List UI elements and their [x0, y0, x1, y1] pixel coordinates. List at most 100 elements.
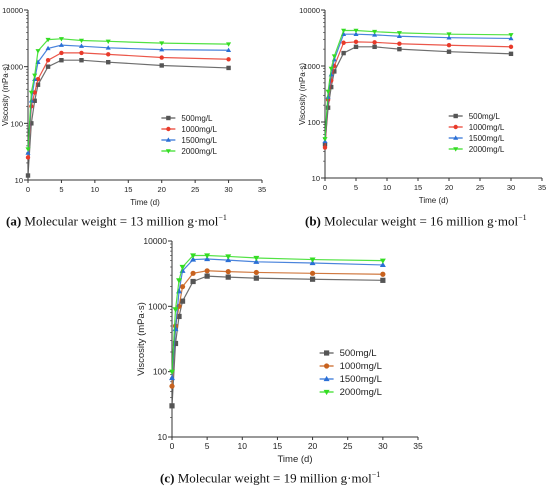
x-tick-label: 5: [205, 441, 210, 451]
x-tick-label: 20: [445, 183, 453, 192]
x-tick-label: 0: [170, 441, 175, 451]
data-point: [396, 31, 402, 36]
caption-c-sup: −1: [371, 470, 381, 479]
data-point: [204, 268, 210, 274]
series-line: [27, 38, 229, 150]
data-point: [45, 37, 51, 43]
data-point: [35, 49, 41, 54]
data-point: [508, 51, 514, 57]
data-point: [325, 89, 331, 95]
data-point: [446, 32, 452, 37]
data-point: [190, 256, 197, 262]
data-point: [226, 47, 232, 52]
data-point: [45, 45, 51, 51]
y-tick-label: 10: [312, 174, 320, 183]
data-point: [159, 46, 165, 52]
legend-marker: [453, 113, 458, 119]
data-point: [372, 29, 378, 35]
y-tick-label: 1000: [6, 63, 23, 72]
data-point: [253, 275, 259, 281]
data-point: [396, 33, 402, 38]
data-point: [225, 269, 231, 275]
legend-marker: [165, 137, 171, 142]
data-point: [379, 258, 386, 264]
series-line: [324, 33, 512, 142]
data-point: [79, 50, 84, 56]
data-point: [58, 37, 64, 42]
x-tick-label: 30: [378, 441, 388, 451]
data-point: [446, 43, 452, 48]
legend-label: 1000mg/L: [181, 125, 217, 134]
data-point: [225, 256, 232, 263]
legend-label: 1000mg/L: [340, 361, 382, 372]
data-point: [353, 31, 359, 36]
data-point: [226, 57, 231, 62]
x-axis-label: Time (d): [277, 454, 312, 465]
x-tick-label: 10: [383, 183, 391, 192]
caption-a-letter: (a): [6, 213, 22, 229]
data-point: [372, 32, 378, 37]
data-point: [106, 59, 111, 65]
legend-marker: [166, 115, 171, 121]
legend-label: 1500mg/L: [340, 374, 382, 385]
data-point: [32, 98, 37, 103]
data-point: [176, 288, 183, 294]
x-tick-label: 15: [124, 185, 132, 194]
data-point: [190, 270, 196, 276]
data-point: [309, 257, 316, 263]
caption-c: (c) Molecular weight = 19 million g·mol−…: [160, 470, 380, 486]
legend-marker: [453, 147, 459, 152]
data-point: [225, 274, 231, 280]
x-tick-label: 0: [26, 185, 30, 194]
x-tick-label: 30: [507, 183, 515, 192]
x-tick-label: 5: [354, 183, 358, 192]
data-point: [225, 254, 232, 260]
data-point: [172, 307, 179, 313]
x-tick-label: 35: [538, 183, 546, 192]
data-point: [25, 147, 31, 152]
data-point: [353, 44, 359, 50]
y-axis-label: Viscosity (mPa·s): [136, 302, 147, 376]
data-point: [179, 284, 186, 290]
data-point: [25, 155, 31, 160]
data-point: [353, 39, 359, 45]
x-tick-label: 25: [343, 441, 353, 451]
data-point: [105, 45, 111, 50]
legend-label: 2000mg/L: [340, 387, 382, 398]
series-line: [171, 258, 383, 379]
x-tick-label: 5: [59, 185, 63, 194]
x-tick-label: 35: [413, 441, 423, 451]
caption-b-letter: (b): [305, 213, 321, 229]
data-point: [28, 90, 34, 96]
data-point: [446, 49, 452, 54]
legend-label: 1500mg/L: [469, 134, 505, 143]
series-line: [27, 52, 229, 158]
legend-marker: [165, 149, 171, 154]
y-tick-label: 100: [153, 367, 167, 377]
data-point: [159, 55, 164, 60]
data-point: [59, 58, 64, 63]
series-line: [324, 29, 512, 139]
data-point: [172, 340, 179, 347]
data-point: [204, 253, 211, 259]
caption-a: (a) Molecular weight = 13 million g·mol−…: [6, 213, 227, 229]
series-line: [27, 44, 229, 154]
caption-b: (b) Molecular weight = 16 million g·mol−…: [305, 213, 527, 229]
y-tick-label: 1000: [148, 301, 167, 311]
data-point: [35, 77, 41, 82]
x-tick-label: 35: [258, 185, 266, 194]
data-point: [78, 43, 85, 48]
data-point: [508, 35, 514, 41]
x-tick-label: 15: [273, 441, 283, 451]
y-tick-label: 10: [15, 176, 23, 185]
data-point: [253, 255, 260, 262]
data-point: [341, 50, 346, 56]
data-point: [179, 264, 186, 271]
legend-marker: [323, 389, 330, 396]
data-point: [379, 261, 386, 268]
data-point: [341, 40, 346, 45]
data-point: [179, 298, 186, 304]
data-point: [159, 63, 164, 68]
caption-b-sup: −1: [518, 213, 527, 222]
x-tick-label: 25: [476, 183, 484, 192]
